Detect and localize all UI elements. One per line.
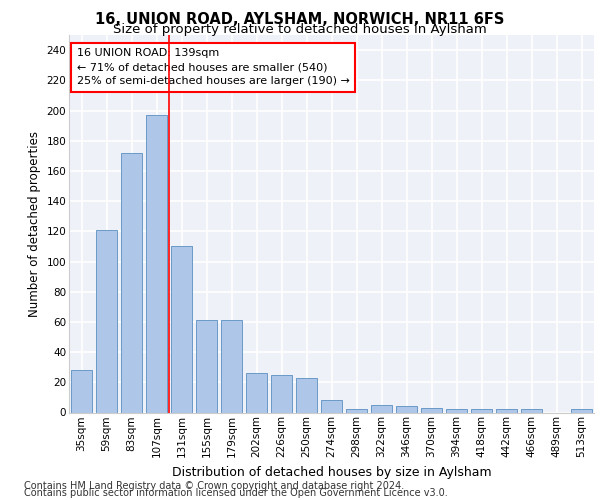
Bar [446,410,467,412]
Text: Contains public sector information licensed under the Open Government Licence v3: Contains public sector information licen… [24,488,448,498]
Bar [296,378,317,412]
X-axis label: Distribution of detached houses by size in Aylsham: Distribution of detached houses by size … [172,466,491,478]
Bar [121,153,142,412]
Bar [371,405,392,412]
Bar [71,370,92,412]
Bar [96,230,117,412]
Bar [246,373,267,412]
Bar [346,410,367,412]
Bar [396,406,417,412]
Text: Contains HM Land Registry data © Crown copyright and database right 2024.: Contains HM Land Registry data © Crown c… [24,481,404,491]
Bar [221,320,242,412]
Bar [271,375,292,412]
Bar [196,320,217,412]
Bar [496,410,517,412]
Bar [171,246,192,412]
Text: 16, UNION ROAD, AYLSHAM, NORWICH, NR11 6FS: 16, UNION ROAD, AYLSHAM, NORWICH, NR11 6… [95,12,505,28]
Bar [571,410,592,412]
Text: Size of property relative to detached houses in Aylsham: Size of property relative to detached ho… [113,22,487,36]
Text: 16 UNION ROAD: 139sqm
← 71% of detached houses are smaller (540)
25% of semi-det: 16 UNION ROAD: 139sqm ← 71% of detached … [77,48,350,86]
Bar [321,400,342,412]
Bar [146,115,167,412]
Y-axis label: Number of detached properties: Number of detached properties [28,130,41,317]
Bar [521,410,542,412]
Bar [471,410,492,412]
Bar [421,408,442,412]
